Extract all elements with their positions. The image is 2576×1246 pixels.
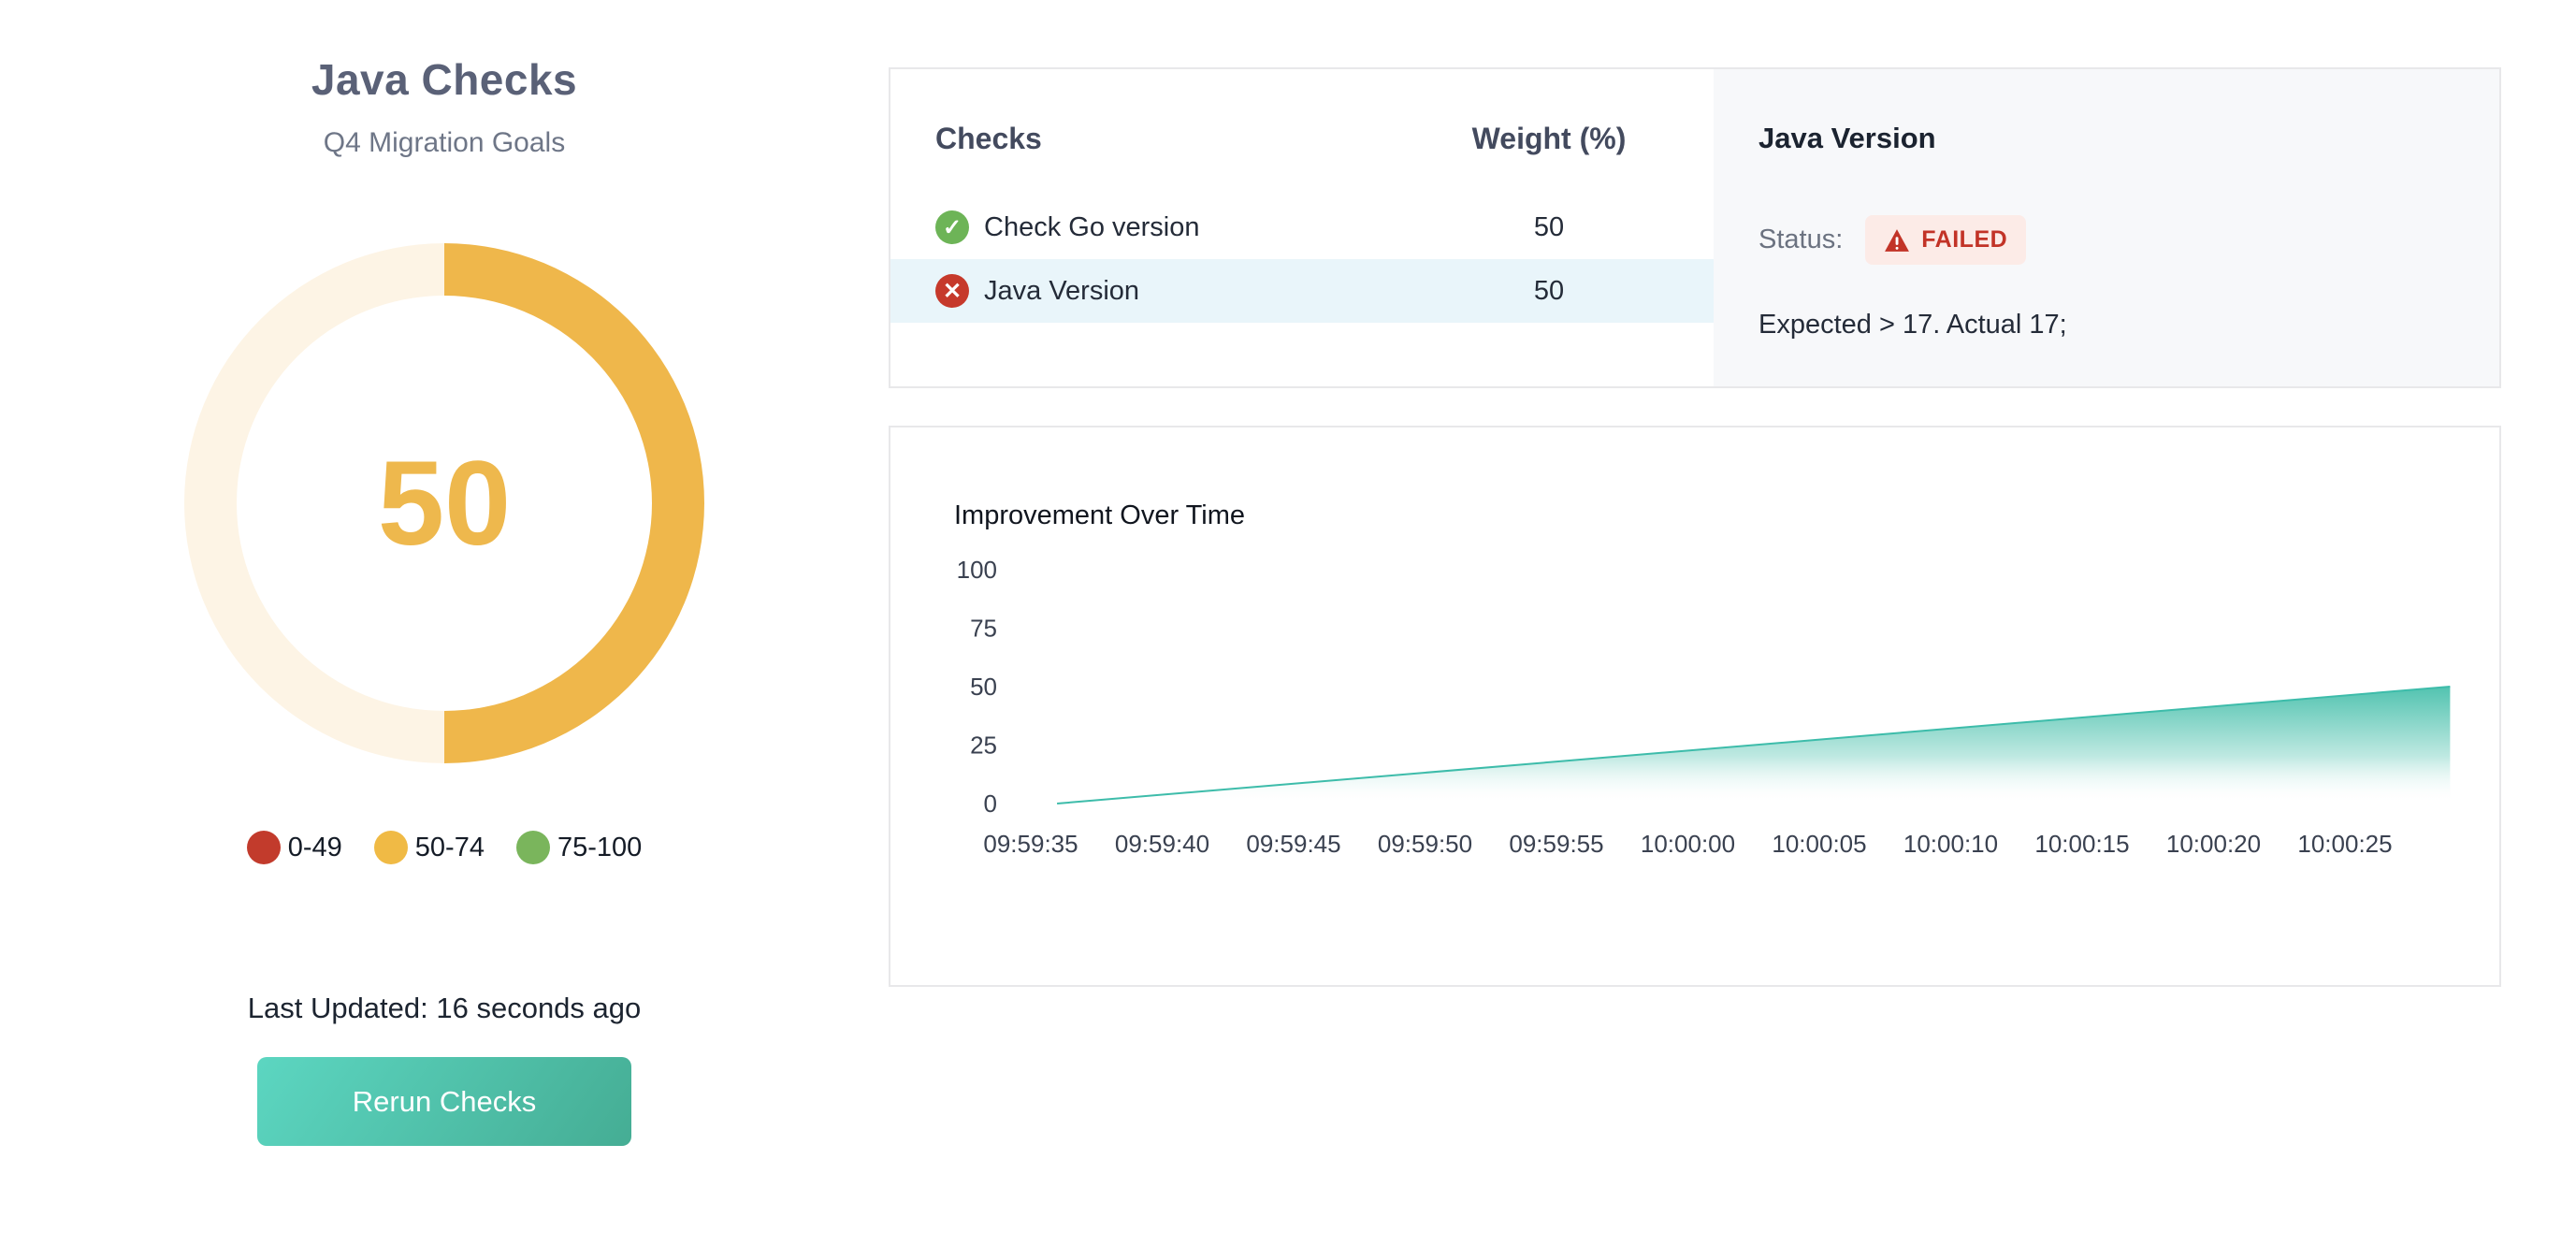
svg-text:10:00:25: 10:00:25 (2297, 830, 2392, 858)
legend-label-mid: 50-74 (414, 832, 485, 862)
svg-text:09:59:55: 09:59:55 (1509, 830, 1603, 858)
table-row-java-version[interactable]: ✕ Java Version 50 (890, 259, 1714, 323)
legend-item-mid: 50-74 (373, 831, 485, 864)
svg-text:10:00:00: 10:00:00 (1641, 830, 1735, 858)
svg-text:10:00:20: 10:00:20 (2166, 830, 2261, 858)
legend-item-high: 75-100 (515, 831, 643, 864)
detail-title: Java Version (1758, 122, 1936, 154)
legend-dot-mid-icon (373, 831, 408, 864)
score-summary-panel: Java Checks Q4 Migration Goals 50 0-49 5… (0, 0, 889, 1246)
gauge-legend: 0-49 50-74 75-100 (246, 831, 643, 864)
check-passed-icon: ✓ (935, 210, 969, 244)
check-detail-panel: Java Version Status: FAILED Expected > 1… (1714, 69, 2499, 386)
page-title: Java Checks (311, 55, 578, 104)
svg-text:50: 50 (970, 673, 997, 701)
check-name: Java Version (984, 275, 1140, 306)
last-updated-text: Last Updated: 16 seconds ago (247, 992, 642, 1024)
checks-header-label: Checks (935, 122, 1042, 155)
legend-label-high: 75-100 (557, 832, 643, 862)
improvement-chart-card: Improvement Over Time 100 75 50 25 0 09:59:35… (889, 426, 2501, 987)
page-subtitle: Q4 Migration Goals (323, 127, 566, 158)
gauge-value: 50 (377, 436, 512, 571)
svg-text:09:59:50: 09:59:50 (1378, 830, 1472, 858)
svg-text:100: 100 (957, 556, 997, 584)
svg-text:10:00:15: 10:00:15 (2034, 830, 2129, 858)
improvement-over-time-chart: 100 75 50 25 0 09:59:35 09:59:40 09:59:45 09:59:… (957, 556, 2451, 858)
svg-text:09:59:45: 09:59:45 (1246, 830, 1340, 858)
status-label: Status: (1758, 225, 1844, 254)
warning-icon (1885, 228, 1910, 252)
check-failed-icon: ✕ (935, 274, 969, 308)
check-weight: 50 (1533, 275, 1565, 306)
checks-table: Checks Weight (%) ✓ Check Go version 50 … (890, 69, 1714, 386)
table-row-check-go-version[interactable]: ✓ Check Go version 50 (890, 196, 1714, 259)
check-name: Check Go version (984, 211, 1200, 242)
weight-header-label: Weight (%) (1471, 122, 1627, 155)
legend-item-low: 0-49 (246, 831, 342, 864)
svg-text:09:59:35: 09:59:35 (983, 830, 1078, 858)
svg-text:10:00:05: 10:00:05 (1772, 830, 1866, 858)
detail-message: Expected > 17. Actual 17; (1758, 310, 2067, 340)
svg-text:0: 0 (984, 790, 997, 818)
legend-dot-high-icon (515, 831, 550, 864)
svg-text:09:59:40: 09:59:40 (1115, 830, 1209, 858)
svg-text:25: 25 (970, 732, 997, 760)
gauge-hole: 50 (237, 296, 652, 711)
legend-label-low: 0-49 (287, 832, 342, 862)
checks-rows: ✓ Check Go version 50 ✕ Java Version 50 (890, 196, 1714, 323)
svg-text:75: 75 (970, 615, 997, 643)
checks-card: Checks Weight (%) ✓ Check Go version 50 … (889, 67, 2501, 388)
status-row: Status: FAILED (1758, 215, 2451, 265)
chart-title: Improvement Over Time (954, 500, 1246, 530)
status-badge-label: FAILED (1921, 226, 2008, 253)
details-column: Checks Weight (%) ✓ Check Go version 50 … (889, 0, 2576, 1246)
svg-text:10:00:10: 10:00:10 (1903, 830, 1998, 858)
checks-table-header: Checks Weight (%) (890, 122, 1714, 156)
status-badge: FAILED (1865, 215, 2027, 265)
rerun-checks-button[interactable]: Rerun Checks (257, 1057, 631, 1146)
score-gauge: 50 (184, 243, 704, 763)
check-weight: 50 (1533, 211, 1565, 242)
legend-dot-low-icon (246, 831, 281, 864)
